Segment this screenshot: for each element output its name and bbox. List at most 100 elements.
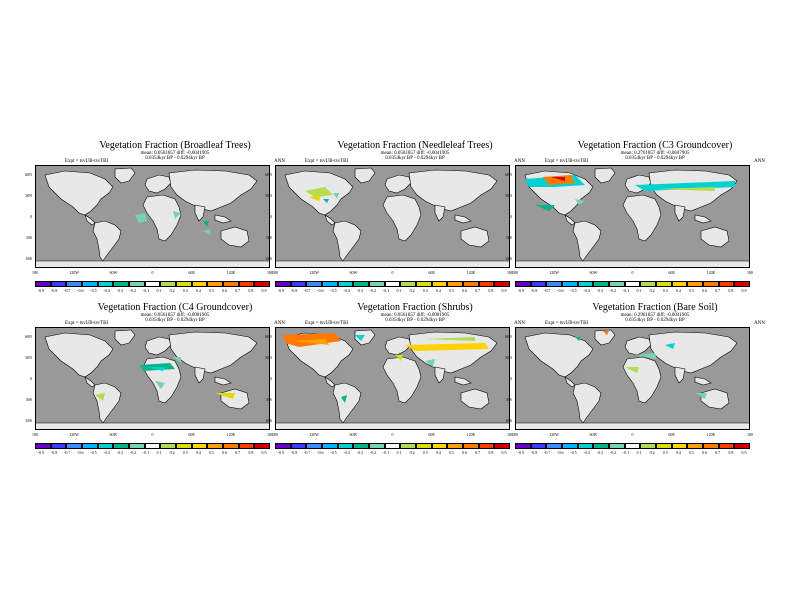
colorbar-cell xyxy=(50,281,67,287)
colorbar xyxy=(275,443,510,449)
colorbar-tick-label: 0.8 xyxy=(488,450,494,455)
colorbar-tick-label: 0.8 xyxy=(248,450,254,455)
colorbar-cell xyxy=(81,281,98,287)
colorbar-cell xyxy=(113,281,129,287)
colorbar-cell xyxy=(160,443,176,449)
anomaly-patch xyxy=(323,199,329,203)
colorbar-tick-label: -0.1 xyxy=(142,450,150,455)
anomaly-patch xyxy=(625,367,639,373)
colorbar-tick-label: 0.2 xyxy=(649,288,655,293)
lon-tick-label: 60W xyxy=(589,432,598,437)
colorbar-tick-label: 0.6 xyxy=(222,288,228,293)
lon-tick-label: 120E xyxy=(706,432,716,437)
colorbar-tick-label: -0.4 xyxy=(103,450,110,455)
panel-title: Vegetation Fraction (C4 Groundcover) xyxy=(97,302,253,313)
anomaly-patch xyxy=(155,381,165,389)
colorbar xyxy=(275,281,510,287)
colorbar-tick-label: 0.9 xyxy=(261,450,267,455)
colorbar-tick-label: -0.7 xyxy=(64,450,71,455)
map-canvas xyxy=(275,327,510,430)
colorbar-tick-label: -0.6 xyxy=(557,288,564,293)
lat-tick-label: 30S xyxy=(505,235,512,240)
colorbar-cell xyxy=(306,281,322,287)
colorbar-tick-label: 0.5 xyxy=(209,288,215,293)
colorbar-cell xyxy=(687,443,703,449)
colorbar-cell xyxy=(494,281,510,287)
colorbar-tick-label: 0.7 xyxy=(475,288,481,293)
colorbar-tick-label: -0.3 xyxy=(116,450,123,455)
lon-tick-label: 180 xyxy=(747,432,753,437)
colorbar-tick-label: 0.4 xyxy=(195,450,201,455)
colorbar-tick-label: -0.8 xyxy=(530,288,538,293)
panel-period: 0.0354kyr BP - 0.0294kyr BP xyxy=(145,318,205,323)
colorbar-tick-label: 0.4 xyxy=(435,288,441,293)
lon-tick-label: 180 xyxy=(272,270,278,275)
colorbar-tick-label: -0.6 xyxy=(317,288,324,293)
colorbar-tick-label: -0.6 xyxy=(557,450,564,455)
colorbar-cell xyxy=(546,443,562,449)
panel-season: ANN xyxy=(274,159,285,164)
colorbar-cell xyxy=(655,281,672,287)
lon-tick-label: 120W xyxy=(549,270,560,275)
colorbar-cell xyxy=(321,443,338,449)
lon-tick-label: 60E xyxy=(188,270,195,275)
map-frame xyxy=(515,327,750,430)
colorbar-cell xyxy=(384,443,401,449)
colorbar-tick-label: 0.7 xyxy=(235,288,241,293)
map-canvas xyxy=(515,165,750,268)
colorbar-tick-label: -0.3 xyxy=(116,288,123,293)
colorbar-tick-label: -0.9 xyxy=(37,288,45,293)
colorbar-cell xyxy=(447,281,463,287)
lat-tick-label: 30S xyxy=(25,397,32,402)
colorbar-cell xyxy=(593,281,609,287)
colorbar-labels: -0.9 -0.8 -0.7 -0.6 -0.5 -0.4 -0.3 -0.2 -0.1 0.1 0… xyxy=(35,289,270,294)
panel-experiment: Expt = tsvUB-tsvTBI xyxy=(545,321,589,326)
lat-tick-label: 60N xyxy=(265,172,272,177)
lat-tick-label: 0 xyxy=(510,214,512,219)
panel-season: ANN xyxy=(514,159,525,164)
anomaly-patch xyxy=(425,337,475,341)
lat-tick-label: 30S xyxy=(505,397,512,402)
colorbar-cell xyxy=(640,281,656,287)
panel-period: 0.0354kyr BP - 0.0294kyr BP xyxy=(625,156,685,161)
colorbar-cell xyxy=(97,281,114,287)
colorbar-tick-label: 0.6 xyxy=(462,288,468,293)
lat-tick-label: 30S xyxy=(265,397,272,402)
panel-period: 0.0354kyr BP - 0.0294kyr BP xyxy=(385,318,445,323)
map-frame xyxy=(275,327,510,430)
anomaly-patch xyxy=(575,199,585,205)
lat-tick-label: 0 xyxy=(270,214,272,219)
lat-tick-label: 60N xyxy=(265,334,272,339)
colorbar-tick-label: -0.1 xyxy=(142,288,150,293)
colorbar-cell xyxy=(306,443,322,449)
anomaly-patch xyxy=(665,343,675,349)
colorbar-tick-label: 0.3 xyxy=(662,450,668,455)
lon-tick-label: 180 xyxy=(272,432,278,437)
colorbar-tick-label: -0.8 xyxy=(290,288,298,293)
colorbar-cell xyxy=(546,281,562,287)
colorbar-cell xyxy=(447,443,463,449)
anomaly-patch xyxy=(135,213,147,223)
panel-stats: mean: 0.0561857 diff: -0.0041905 xyxy=(140,151,210,156)
colorbar-tick-label: 0.8 xyxy=(248,288,254,293)
colorbar-cell xyxy=(624,281,641,287)
map-canvas xyxy=(275,165,510,268)
colorbar-tick-label: -0.2 xyxy=(129,450,136,455)
colorbar-cell xyxy=(734,443,750,449)
colorbar-tick-label: -0.3 xyxy=(356,450,363,455)
colorbar-cell xyxy=(368,443,385,449)
colorbar-tick-label: -0.4 xyxy=(583,288,590,293)
panel-stats: mean: 0.0561857 diff: -0.0081905 xyxy=(380,313,450,318)
lon-tick-label: 0 xyxy=(151,270,154,275)
anomaly-patch xyxy=(215,393,235,399)
colorbar-cell xyxy=(144,281,161,287)
colorbar-cell xyxy=(35,443,51,449)
colorbar-cell xyxy=(687,281,703,287)
colorbar-tick-label: 0.5 xyxy=(689,288,695,293)
colorbar-cell xyxy=(530,281,547,287)
colorbar-tick-label: -0.4 xyxy=(343,450,350,455)
lat-tick-label: 30N xyxy=(265,193,272,198)
map-frame xyxy=(515,165,750,268)
lon-tick-label: 180 xyxy=(267,270,273,275)
lon-tick-label: 60W xyxy=(109,270,118,275)
